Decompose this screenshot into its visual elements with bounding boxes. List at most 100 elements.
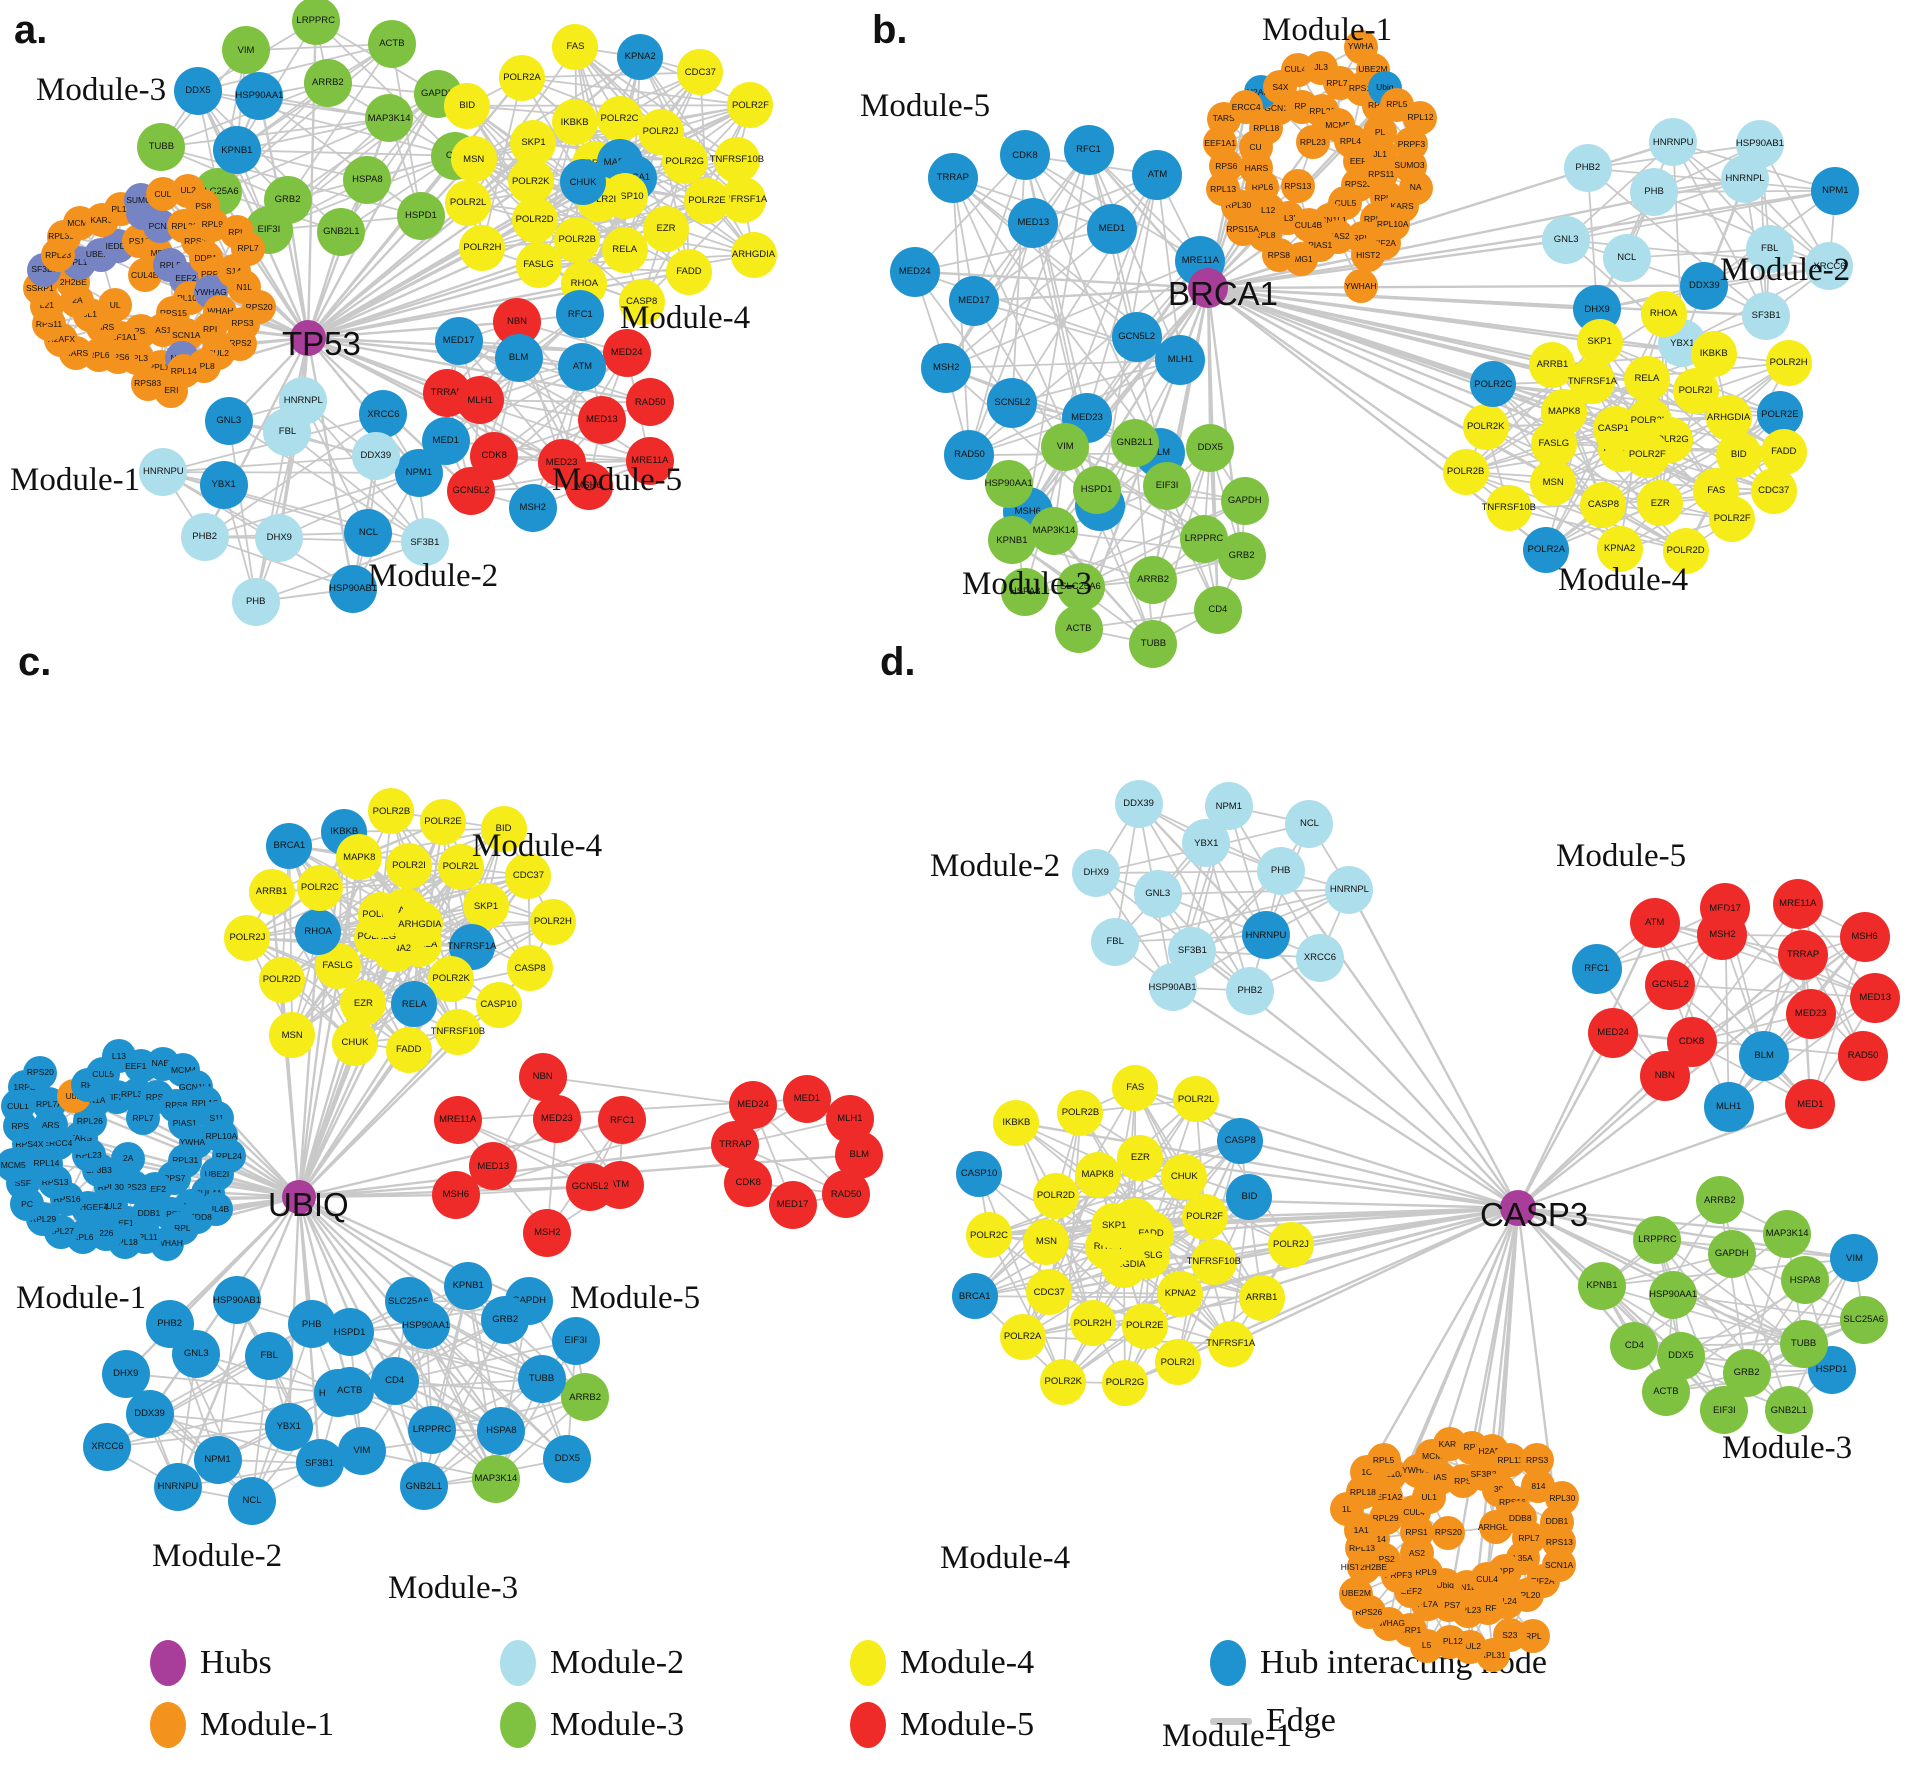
panel-c-module3-node[interactable]: HSPA8: [477, 1407, 526, 1456]
panel-d-module2-node[interactable]: FBL: [1091, 917, 1140, 966]
panel-a-module4-node[interactable]: ARHGDIA: [730, 231, 777, 278]
panel-d-module3-node[interactable]: ARRB2: [1695, 1176, 1744, 1225]
panel-c-module2-node[interactable]: GNL3: [172, 1329, 221, 1378]
panel-b-module2-node[interactable]: NPM1: [1811, 166, 1860, 215]
panel-b-module1-cloud-node[interactable]: RPS13: [1280, 169, 1315, 204]
panel-a-module2-node[interactable]: NPM1: [394, 448, 443, 497]
panel-b-module5-node[interactable]: CDK8: [999, 130, 1050, 181]
panel-a-module2-node[interactable]: XRCC6: [359, 390, 408, 439]
panel-c-module4-node[interactable]: MAPK8: [336, 834, 383, 881]
panel-c-module3-node[interactable]: ARRB2: [561, 1373, 610, 1422]
panel-c-module2-node[interactable]: SF3B1: [295, 1439, 344, 1488]
panel-a-module4-node[interactable]: POLR2F: [727, 82, 774, 129]
panel-c-module5-node[interactable]: RFC1: [598, 1096, 647, 1145]
panel-d-module2-node[interactable]: HNRNPU: [1242, 911, 1290, 960]
panel-a-module5-node[interactable]: ATM: [558, 343, 607, 392]
panel-a-module5-node[interactable]: MED23: [537, 438, 586, 487]
panel-c-module4-node[interactable]: POLR2D: [258, 956, 305, 1003]
panel-b-module4-node[interactable]: FAS: [1693, 468, 1740, 515]
panel-a-module5-node[interactable]: MED24: [602, 329, 651, 378]
panel-c-module5-node[interactable]: MSH2: [523, 1208, 572, 1257]
panel-d-module2-node[interactable]: DDX39: [1114, 780, 1163, 829]
panel-d-module1-cloud-node[interactable]: SCN1A: [1542, 1547, 1577, 1582]
panel-c-module5-node[interactable]: NBN: [518, 1052, 567, 1101]
panel-d-module5-node[interactable]: GCN5L2: [1645, 959, 1696, 1010]
panel-b-module4-node[interactable]: CDC37: [1750, 467, 1797, 514]
panel-b-module4-node[interactable]: KPNA2: [1596, 526, 1643, 573]
panel-c-module2-node[interactable]: YBX1: [264, 1402, 313, 1451]
panel-d-module2-node[interactable]: XRCC6: [1295, 933, 1344, 982]
panel-a-module4-node[interactable]: POLR2B: [554, 216, 601, 263]
panel-a-module3-node[interactable]: LRPPRC: [291, 0, 340, 45]
panel-d-module3-node[interactable]: ACTB: [1641, 1367, 1690, 1416]
panel-b-module4-node[interactable]: POLR2C: [1470, 361, 1517, 408]
panel-d-module3-node[interactable]: DDX5: [1656, 1332, 1705, 1381]
panel-b-module4-node[interactable]: TNFRSF10B: [1482, 485, 1536, 532]
panel-a-module4-node[interactable]: POLR2L: [445, 179, 492, 226]
panel-d-module5-node[interactable]: MED24: [1588, 1007, 1639, 1058]
panel-d-module3-node[interactable]: CD4: [1610, 1321, 1659, 1370]
panel-d-module4-node[interactable]: CDC37: [1026, 1269, 1073, 1316]
panel-d-module5-node[interactable]: MED13: [1850, 972, 1901, 1023]
panel-d-module4-node[interactable]: SKP1: [1091, 1202, 1138, 1249]
panel-c-module4-node[interactable]: POLR2E: [419, 799, 466, 846]
panel-b-module3-node[interactable]: HSP90AA1: [985, 459, 1033, 508]
panel-a-module2-node[interactable]: PHB2: [180, 513, 229, 562]
panel-b-module4-node[interactable]: ARRB1: [1529, 341, 1576, 388]
panel-c-module4-node[interactable]: POLR2K: [428, 955, 475, 1002]
panel-d-module3-node[interactable]: VIM: [1830, 1234, 1879, 1283]
panel-c-module2-node[interactable]: FBL: [245, 1332, 294, 1380]
panel-b-module4-node[interactable]: RHOA: [1640, 290, 1687, 337]
panel-c-module4-node[interactable]: SKP1: [463, 883, 509, 930]
panel-b-module2-node[interactable]: PHB2: [1563, 144, 1612, 193]
panel-d-module2-node[interactable]: DHX9: [1072, 849, 1121, 898]
panel-b-module3-node[interactable]: HSPD1: [1072, 465, 1121, 514]
panel-b-module1-cloud-node[interactable]: HIST2: [1351, 238, 1386, 273]
panel-c-module5-node[interactable]: MED23: [532, 1094, 581, 1143]
panel-c-module3-node[interactable]: KPNB1: [444, 1261, 493, 1310]
panel-b-module5-node[interactable]: MLH1: [1155, 335, 1206, 386]
panel-d-module5-node[interactable]: TRRAP: [1778, 929, 1829, 980]
panel-c-module4-node[interactable]: ARHGDIA: [396, 901, 443, 948]
panel-b-module4-node[interactable]: EZR: [1637, 480, 1684, 527]
panel-d-module4-node[interactable]: POLR2I: [1154, 1339, 1201, 1386]
panel-a-module5-node[interactable]: MED17: [434, 316, 483, 365]
panel-c-module4-node[interactable]: EZR: [340, 980, 387, 1027]
panel-b-module5-node[interactable]: RAD50: [944, 430, 995, 481]
panel-c-module4-node[interactable]: CDC37: [505, 852, 552, 899]
panel-c-module5-node[interactable]: MED1: [782, 1074, 831, 1123]
panel-a-module2-node[interactable]: YBX1: [199, 460, 248, 509]
panel-b-module3-node[interactable]: ACTB: [1054, 604, 1103, 653]
panel-b-module3-node[interactable]: CD4: [1193, 585, 1242, 634]
panel-d-module4-node[interactable]: POLR2H: [1069, 1300, 1116, 1347]
panel-c-module2-node[interactable]: DHX9: [101, 1349, 150, 1398]
panel-d-module3-node[interactable]: LRPPRC: [1633, 1215, 1682, 1264]
panel-b-module5-node[interactable]: ATM: [1132, 149, 1183, 200]
panel-d-module5-node[interactable]: CDK8: [1666, 1016, 1717, 1067]
panel-c-module5-node[interactable]: MED24: [728, 1080, 777, 1129]
panel-c-module3-node[interactable]: MAP3K14: [471, 1454, 520, 1503]
panel-c-module4-node[interactable]: BRCA1: [266, 822, 313, 869]
panel-a-module3-node[interactable]: HSP90AA1: [235, 71, 283, 120]
panel-b-module4-node[interactable]: POLR2K: [1462, 404, 1509, 451]
panel-a-module2-node[interactable]: SF3B1: [400, 518, 449, 567]
panel-b-module3-node[interactable]: GNB2L1: [1110, 418, 1159, 467]
panel-c-module4-node[interactable]: POLR2J: [224, 915, 271, 962]
panel-a-module4-node[interactable]: FAS: [552, 24, 599, 71]
panel-a-module3-node[interactable]: ARRB2: [303, 59, 352, 108]
panel-c-module3-node[interactable]: GNB2L1: [399, 1462, 448, 1511]
panel-d-module3-node[interactable]: GRB2: [1722, 1348, 1771, 1397]
panel-d-module4-node[interactable]: CHUK: [1161, 1153, 1208, 1200]
panel-c-module4-node[interactable]: POLR2B: [368, 788, 415, 835]
panel-b-module4-node[interactable]: POLR2B: [1442, 448, 1489, 495]
panel-a-module4-node[interactable]: RELA: [601, 226, 648, 273]
panel-b-module4-node[interactable]: MSN: [1530, 460, 1577, 506]
panel-d-module4-node[interactable]: POLR2G: [1101, 1360, 1148, 1407]
panel-c-module4-node[interactable]: RHOA: [295, 908, 342, 955]
panel-b-module4-node[interactable]: POLR2A: [1523, 526, 1570, 573]
panel-d-module5-node[interactable]: MED1: [1785, 1079, 1836, 1130]
panel-d-module5-node[interactable]: MRE11A: [1772, 878, 1823, 929]
panel-a-module4-node[interactable]: TNFRSF10B: [710, 136, 764, 183]
panel-c-module4-node[interactable]: ARRB1: [248, 869, 295, 916]
panel-c-module2-node[interactable]: XRCC6: [83, 1423, 132, 1472]
